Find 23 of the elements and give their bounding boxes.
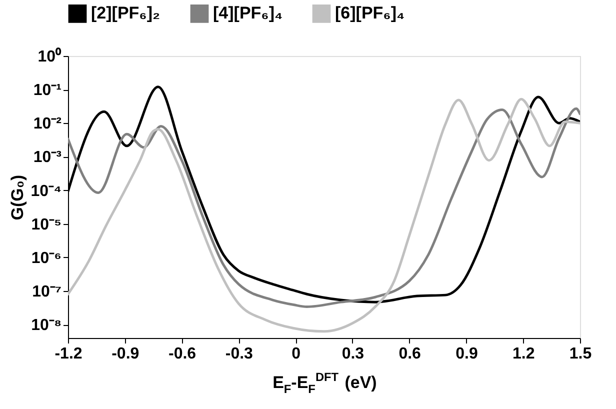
y-tick-label: 10⁻⁷ [32, 284, 62, 301]
y-tick-label: 10⁻² [33, 116, 62, 133]
legend-label: [2][PF₆]₂ [91, 4, 160, 23]
y-tick-label: 10⁻⁶ [31, 250, 62, 267]
legend-label: [4][PF₆]₄ [213, 4, 283, 23]
y-tick-label: 10⁻⁵ [31, 216, 62, 234]
y-tick-label: 10⁻⁴ [30, 182, 62, 200]
x-tick-label: -0.9 [112, 346, 140, 362]
x-tick-label: 1.5 [569, 346, 592, 362]
x-tick-label: 0 [292, 346, 301, 362]
y-tick-label: 10⁻³ [33, 149, 62, 166]
x-tick-label: 0.9 [456, 346, 478, 362]
x-tick-label: -0.6 [168, 346, 196, 362]
x-tick-label: -0.3 [225, 346, 254, 362]
x-tick-label: 0.6 [398, 346, 422, 362]
y-axis-title: G(G₀) [8, 174, 27, 220]
x-tick-label: 0.3 [342, 346, 364, 362]
y-tick-label: 10⁻¹ [33, 82, 62, 100]
y-tick-label: 10⁰ [38, 48, 62, 66]
x-tick-label: -1.2 [54, 346, 82, 362]
y-tick-label: 10⁻⁸ [31, 317, 62, 334]
x-tick-label: 1.2 [512, 346, 535, 362]
legend-label: [6][PF₆]₄ [335, 4, 405, 23]
